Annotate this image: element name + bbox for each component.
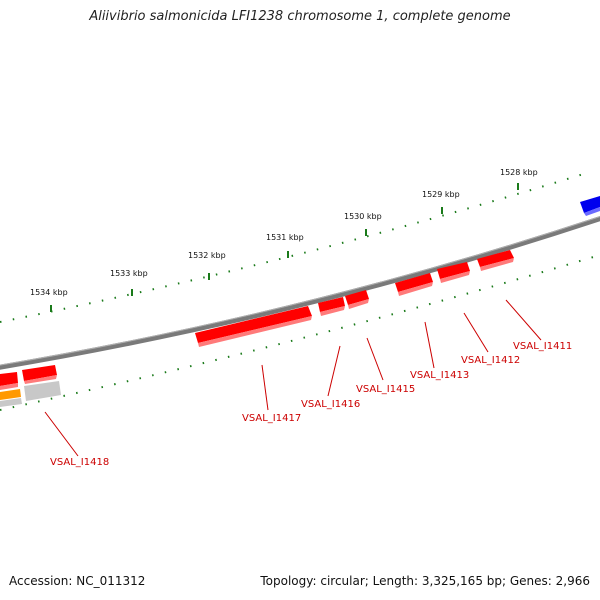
gene-block <box>345 290 369 305</box>
gene-block-shade <box>480 258 514 271</box>
gene-block-shade <box>440 271 470 283</box>
gene-block <box>395 273 433 292</box>
gene-block-shade <box>198 316 312 347</box>
scale-label: 1531 kbp <box>266 233 304 242</box>
gene-label: VSAL_I1411 <box>513 341 572 352</box>
gene-block-shade <box>320 306 345 316</box>
gene-block <box>0 372 18 386</box>
scale-label: 1534 kbp <box>30 288 68 297</box>
inner-scale <box>0 254 600 411</box>
gene-label: VSAL_I1413 <box>410 370 469 381</box>
gene-label: VSAL_I1416 <box>301 399 360 410</box>
gene-block-grey <box>24 381 61 401</box>
accession-text: Accession: NC_011312 <box>9 574 146 588</box>
gene-label: VSAL_I1415 <box>356 384 415 395</box>
gene-block-shade <box>348 299 369 309</box>
leader-lines <box>44 299 542 457</box>
gene-label: VSAL_I1418 <box>50 457 109 468</box>
outer-scale <box>0 171 591 323</box>
major-ticks <box>50 183 519 312</box>
gene-label: VSAL_I1417 <box>242 413 301 424</box>
chromosome-backbone-highlight <box>0 216 600 366</box>
gene-block <box>195 306 312 343</box>
gene-block <box>22 365 57 381</box>
gene-block <box>437 262 470 279</box>
gene-blocks <box>0 196 600 407</box>
map-title: Aliivibrio salmonicida LFI1238 chromosom… <box>89 9 511 24</box>
gene-block-blue <box>580 196 600 213</box>
gene-block <box>318 297 345 312</box>
gene-block-shade <box>398 282 433 296</box>
gene-block-grey <box>0 398 22 407</box>
scale-label: 1532 kbp <box>188 251 226 260</box>
scale-label: 1529 kbp <box>422 190 460 199</box>
topology-text: Topology: circular; Length: 3,325,165 bp… <box>260 574 590 588</box>
scale-label: 1528 kbp <box>500 168 538 177</box>
scale-label: 1530 kbp <box>344 212 382 221</box>
gene-block-blue-shade <box>584 207 600 216</box>
gene-block-orange <box>0 389 21 400</box>
gene-block-shade <box>0 383 18 390</box>
scale-label: 1533 kbp <box>110 269 148 278</box>
chromosome-backbone <box>0 216 600 370</box>
gene-block-shade <box>24 375 57 384</box>
gene-label: VSAL_I1412 <box>461 355 520 366</box>
gene-block <box>477 250 514 267</box>
